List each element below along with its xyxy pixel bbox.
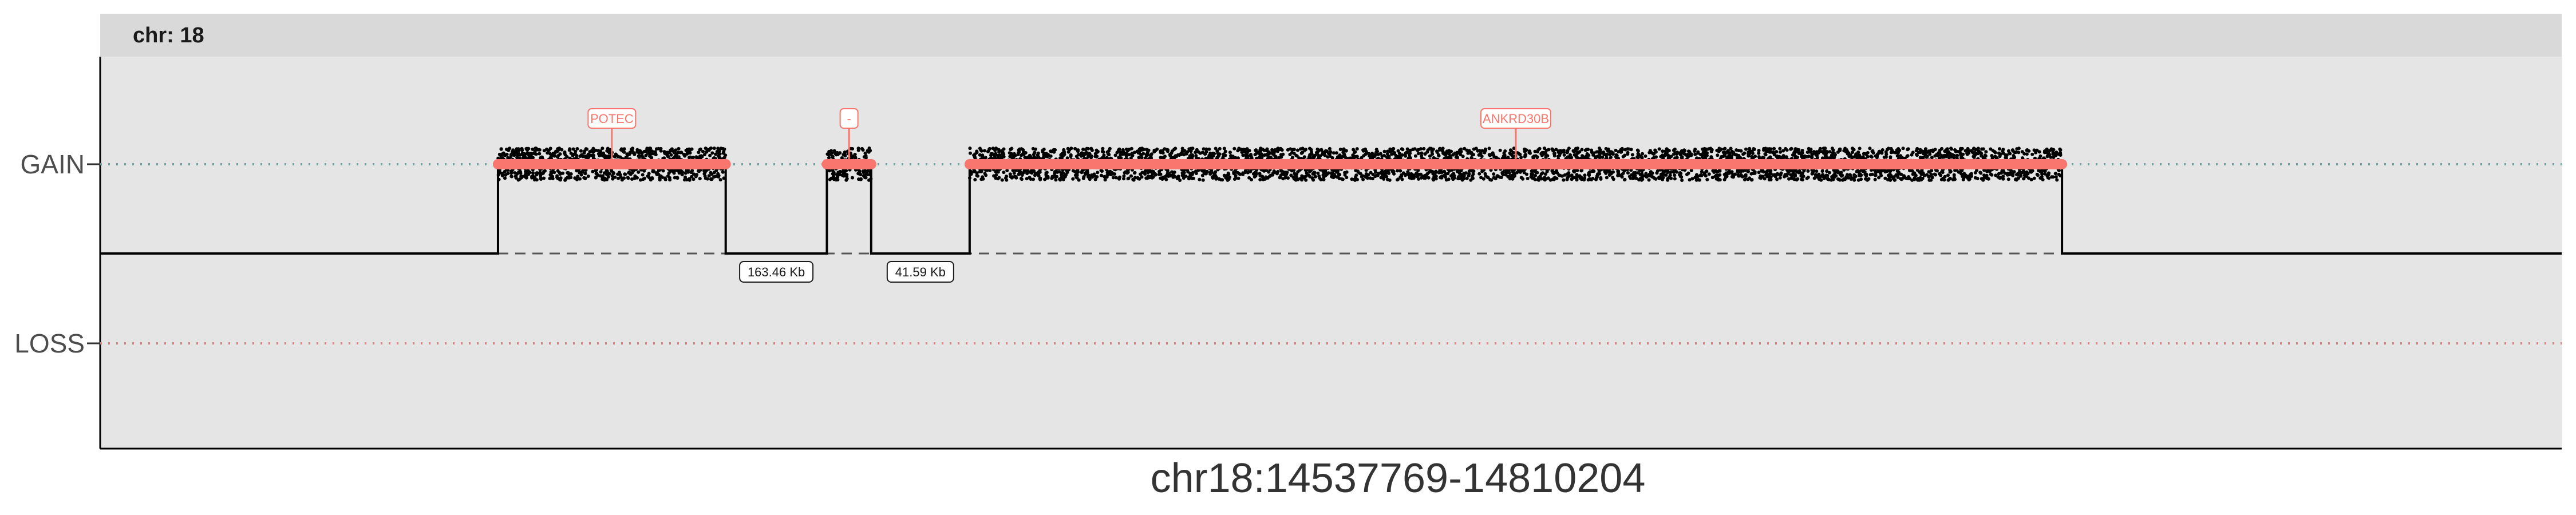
x-axis-label: chr18:14537769-14810204: [1151, 455, 1646, 501]
gap-label: 41.59 Kb: [895, 265, 946, 279]
gene-label: -: [847, 112, 851, 126]
facet-label: chr: 18: [133, 23, 204, 47]
ytick-label-loss: LOSS: [14, 328, 85, 358]
gene-label-box: [1480, 108, 1551, 129]
gap-label-box: [739, 261, 814, 283]
gene-label: POTEC: [590, 112, 634, 126]
ytick-label-gain: GAIN: [21, 149, 85, 179]
gap-label-box: [886, 261, 954, 283]
gene-label-box: [587, 108, 637, 129]
gene-label-box: [839, 108, 859, 129]
gene-label: ANKRD30B: [1483, 112, 1549, 126]
gap-label: 163.46 Kb: [748, 265, 805, 279]
facet-strip: [100, 14, 2562, 57]
chart-marks: POTEC - ANKRD30B 163.46 Kb 41.59 Kb: [100, 108, 2562, 283]
